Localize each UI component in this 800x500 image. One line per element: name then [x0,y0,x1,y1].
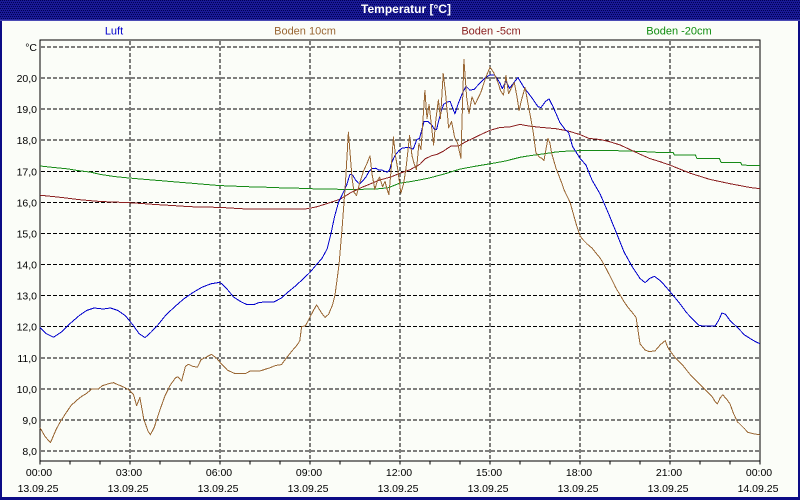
svg-text:15,0: 15,0 [17,229,38,241]
svg-text:00:00: 00:00 [746,467,772,479]
svg-text:Luft: Luft [105,26,123,38]
svg-text:18:00: 18:00 [566,467,592,479]
svg-text:14.09.25: 14.09.25 [738,483,779,495]
svg-text:15:00: 15:00 [476,467,502,479]
svg-text:Boden -5cm: Boden -5cm [461,26,520,38]
svg-text:12:00: 12:00 [386,467,412,479]
svg-text:11,0: 11,0 [17,353,37,365]
svg-text:13.09.25: 13.09.25 [378,483,419,495]
svg-text:13.09.25: 13.09.25 [18,483,59,495]
svg-text:13.09.25: 13.09.25 [468,483,509,495]
svg-text:13.09.25: 13.09.25 [108,483,149,495]
svg-text:13.09.25: 13.09.25 [558,483,599,495]
svg-text:12,0: 12,0 [17,322,38,334]
svg-text:13,0: 13,0 [17,291,38,303]
svg-text:09:00: 09:00 [296,467,322,479]
svg-text:10,0: 10,0 [17,384,38,396]
svg-text:19,0: 19,0 [17,104,38,116]
svg-text:00:00: 00:00 [26,467,52,479]
svg-text:21:00: 21:00 [656,467,682,479]
svg-text:8,0: 8,0 [22,446,37,458]
svg-text:Boden 10cm: Boden 10cm [274,26,336,38]
svg-text:18,0: 18,0 [17,135,38,147]
svg-text:17,0: 17,0 [17,166,38,178]
svg-text:14,0: 14,0 [17,260,38,272]
svg-text:Boden -20cm: Boden -20cm [646,26,711,38]
svg-text:06:00: 06:00 [206,467,232,479]
svg-text:13.09.25: 13.09.25 [198,483,239,495]
svg-text:13.09.25: 13.09.25 [288,483,329,495]
svg-text:13.09.25: 13.09.25 [648,483,689,495]
svg-text:°C: °C [25,42,37,54]
svg-text:Temperatur [°C]: Temperatur [°C] [361,2,451,16]
svg-text:9,0: 9,0 [22,415,37,427]
svg-text:16,0: 16,0 [17,197,38,209]
svg-text:20,0: 20,0 [17,73,38,85]
svg-text:03:00: 03:00 [116,467,142,479]
